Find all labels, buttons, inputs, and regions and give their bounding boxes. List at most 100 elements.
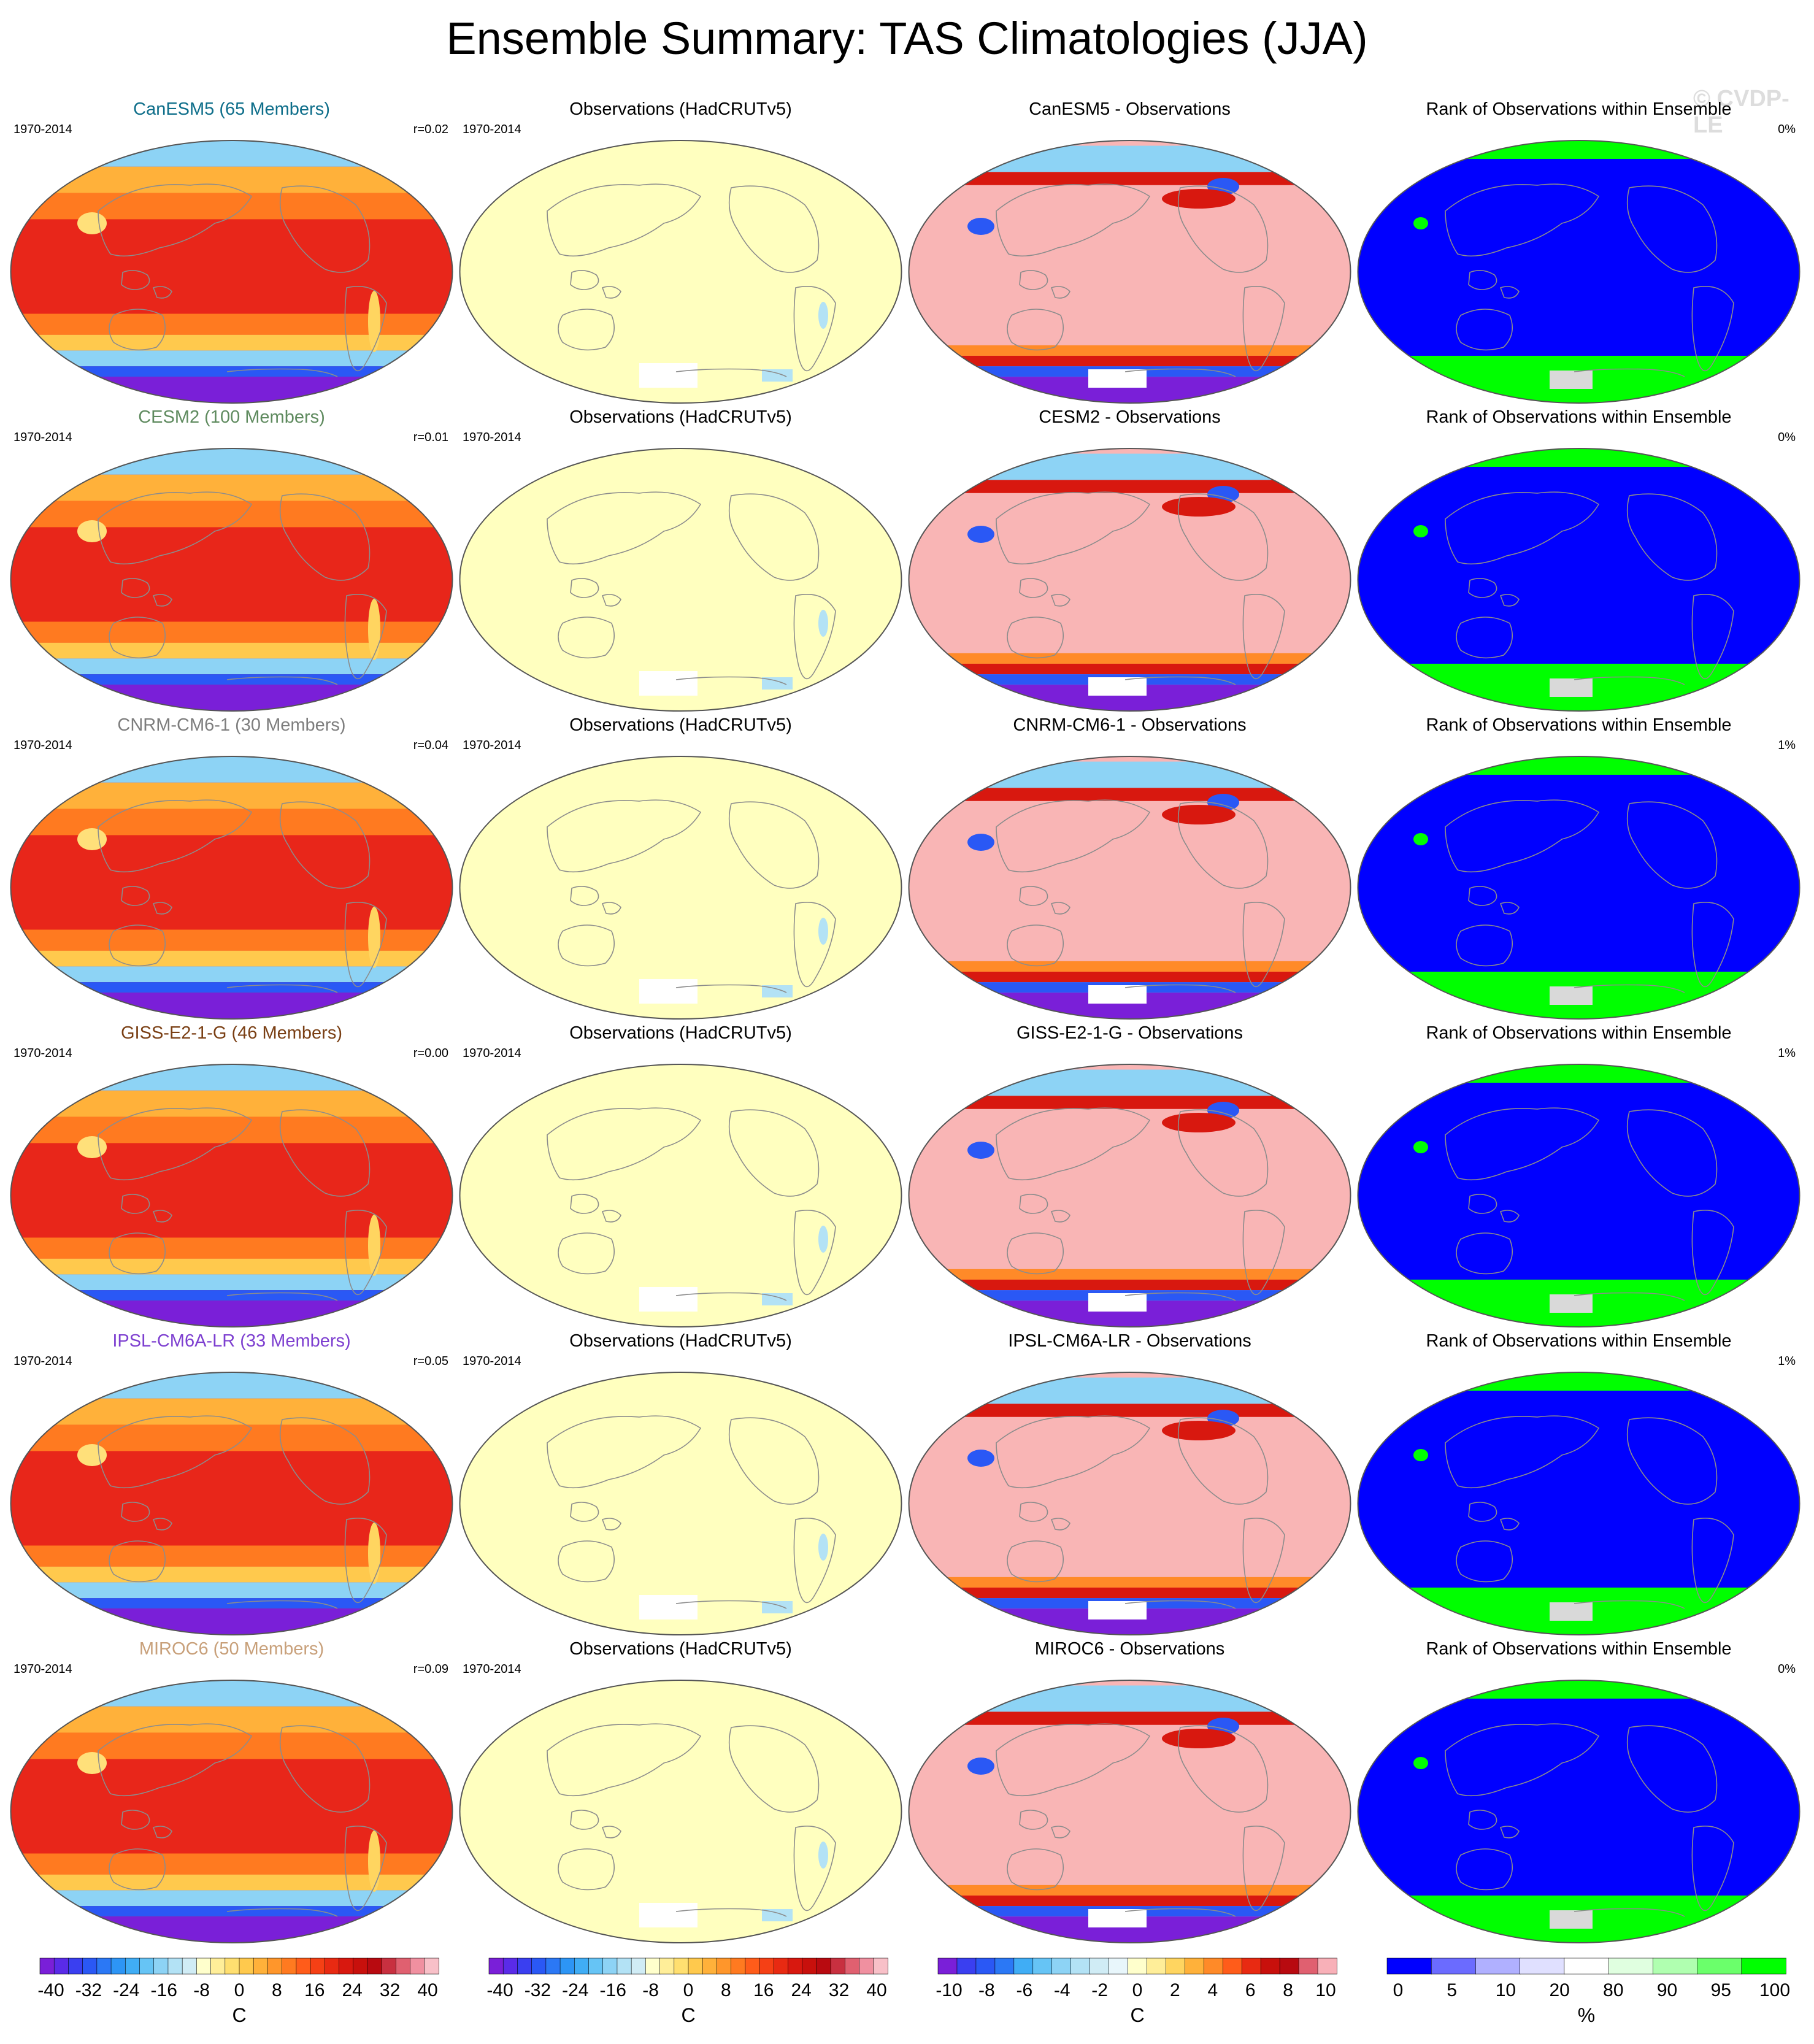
- colorbar-swatch: [410, 1958, 425, 1975]
- coastline: [675, 676, 787, 685]
- colorbar-tick-label: -40: [37, 1980, 64, 2000]
- arctic-cold: [909, 761, 1351, 788]
- diff-panel-title: CNRM-CM6-1 - Observations: [1013, 715, 1247, 735]
- colorbar-swatch: [937, 1958, 958, 1975]
- cold-patch: [762, 1601, 793, 1613]
- colorbar-swatch: [1204, 1958, 1224, 1975]
- colorbar-swatch: [574, 1958, 590, 1975]
- colorbar-swatch: [324, 1958, 340, 1975]
- colorbar-swatch: [82, 1958, 98, 1975]
- coastline: [109, 617, 166, 659]
- north-subtrop-band: [10, 1732, 453, 1759]
- southern-red: [909, 971, 1351, 983]
- tibet-plateau: [77, 520, 107, 542]
- rank-percent-label: 0%: [1778, 431, 1796, 444]
- coastline: [1499, 1210, 1520, 1223]
- colorbar-swatch: [1608, 1958, 1654, 1975]
- colorbar-swatch: [659, 1958, 675, 1975]
- coastline: [1050, 1210, 1070, 1223]
- north-america-warm: [1162, 1113, 1236, 1132]
- coastline: [793, 1517, 836, 1604]
- coastline: [226, 984, 338, 993]
- period-label: 1970-2014: [463, 739, 521, 752]
- colorbar-swatch: [859, 1958, 874, 1975]
- colorbar-tick-label: -8: [642, 1980, 659, 2000]
- north-subtrop-band: [10, 501, 453, 528]
- coastline: [1468, 1502, 1497, 1522]
- coastline: [121, 886, 150, 906]
- colorbar-tick-label: -16: [600, 1980, 626, 2000]
- model-panel: CanESM5 (65 Members) 1970-2014 r=0.02: [6, 98, 457, 406]
- diff-panel: GISS-E2-1-G - Observations: [904, 1022, 1355, 1330]
- arctic-warm-edge: [909, 788, 1351, 801]
- rank-panel-title: Rank of Observations within Ensemble: [1426, 407, 1732, 427]
- map-outline: [459, 140, 902, 404]
- southern-warm: [909, 1885, 1351, 1896]
- coastline: [152, 286, 172, 299]
- colorbar-swatch: [956, 1958, 977, 1975]
- coastline: [226, 1600, 338, 1609]
- coastline: [1691, 285, 1734, 372]
- coastline: [1691, 901, 1734, 988]
- coastline: [1007, 924, 1064, 967]
- tibet-green: [1413, 833, 1428, 845]
- missing-data: [1088, 369, 1147, 388]
- coastline: [601, 594, 621, 607]
- obs-map: [459, 1372, 902, 1635]
- tibet-plateau: [77, 212, 107, 234]
- coastline: [98, 1107, 253, 1181]
- colorbar-swatch: [1431, 1958, 1477, 1975]
- coastline: [1574, 1292, 1685, 1301]
- coastline: [1626, 1417, 1718, 1505]
- map-outline: [1357, 1680, 1801, 1943]
- map-outline: [908, 140, 1351, 404]
- coastline: [98, 491, 253, 565]
- colorbar-unit: %: [1578, 2004, 1595, 2026]
- colorbar-tick-label: 40: [417, 1980, 437, 2000]
- south-midlat-band: [10, 1853, 453, 1875]
- colorbar-swatch: [802, 1958, 817, 1975]
- coastline: [279, 1109, 371, 1197]
- colorbar-swatch: [1013, 1958, 1034, 1975]
- model-panel-title: GISS-E2-1-G (46 Members): [121, 1023, 342, 1043]
- obs-panel-title: Observations (HadCRUTv5): [569, 715, 792, 735]
- colorbar-swatch: [1298, 1958, 1318, 1975]
- coastline: [121, 1502, 150, 1522]
- colorbar-tick-label: 80: [1603, 1980, 1623, 2000]
- coastline: [109, 924, 166, 967]
- arctic-green: [1358, 448, 1800, 467]
- coastline: [1050, 902, 1070, 915]
- obs-panel-title: Observations (HadCRUTv5): [569, 1023, 792, 1043]
- north-subtrop-band: [10, 193, 453, 220]
- coastline: [1019, 270, 1048, 290]
- coastline: [996, 799, 1151, 873]
- obs-panel: Observations (HadCRUTv5) 1970-2014: [455, 406, 906, 714]
- south-cool-band: [10, 1258, 453, 1275]
- diff-colorbar: -10 -8 -6 -4 -2 0 2 4 6 8 10 C: [932, 1958, 1361, 2044]
- arctic-band: [10, 448, 453, 475]
- arctic-band: [10, 1680, 453, 1707]
- map-outline: [459, 756, 902, 1020]
- colorbar-swatch: [517, 1958, 532, 1975]
- missing-data: [639, 1595, 698, 1619]
- andes-cold: [818, 610, 828, 637]
- coastline: [558, 1540, 615, 1583]
- coastline: [1124, 1600, 1236, 1609]
- coastline: [98, 799, 253, 873]
- coastline: [1445, 1107, 1600, 1181]
- colorbar-swatch: [745, 1958, 760, 1975]
- colorbar-tick-label: -4: [1054, 1980, 1070, 2000]
- coastline: [728, 493, 820, 581]
- model-map: [10, 1372, 453, 1635]
- arctic-band: [10, 140, 453, 167]
- map-outline: [10, 448, 453, 712]
- tibet-cold: [967, 834, 994, 851]
- arctic-warm-edge: [909, 172, 1351, 185]
- coastline: [547, 1723, 702, 1797]
- antarctic-band: [10, 1916, 453, 1943]
- arctic-band: [10, 1064, 453, 1091]
- colorbar-swatch: [617, 1958, 632, 1975]
- colorbar-swatch: [1032, 1958, 1053, 1975]
- coastline: [570, 578, 599, 598]
- period-label: 1970-2014: [463, 1662, 521, 1676]
